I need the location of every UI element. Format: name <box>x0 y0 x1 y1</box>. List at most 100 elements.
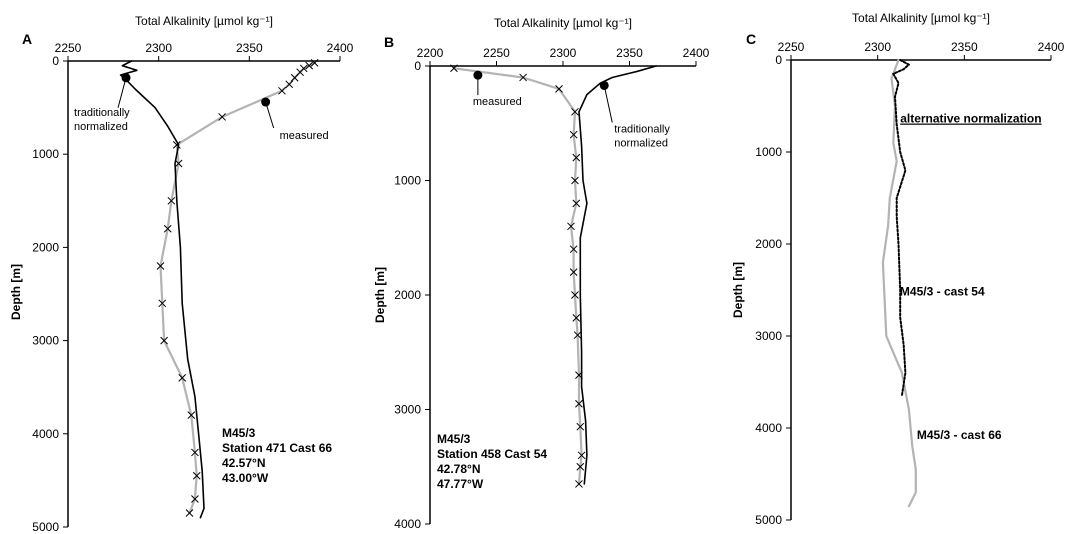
y-tick-label: 4000 <box>394 517 421 531</box>
marker-stroke <box>555 85 563 93</box>
marker-stroke <box>218 113 226 121</box>
station-info-line: M45/3 <box>437 432 471 446</box>
data-point <box>191 495 199 503</box>
panel-letter: C <box>746 31 756 47</box>
marker-stroke <box>569 130 578 139</box>
x-tick-label: 2300 <box>145 41 172 55</box>
marker-stroke <box>567 222 575 231</box>
data-point <box>310 59 319 67</box>
marker-stroke <box>576 462 585 471</box>
data-point <box>577 451 586 460</box>
marker-stroke <box>572 199 581 208</box>
series-line <box>578 65 657 485</box>
annotation-leader <box>117 77 127 108</box>
y-axis-title: Depth [m] <box>731 262 745 318</box>
marker-stroke <box>519 73 527 82</box>
data-point <box>575 399 583 408</box>
series-line <box>119 60 205 519</box>
data-point <box>156 262 165 270</box>
y-tick-label: 3000 <box>394 403 421 417</box>
data-point <box>278 86 286 95</box>
annotation-label: measured <box>280 130 329 142</box>
marker-stroke <box>571 176 579 185</box>
data-point <box>158 299 167 308</box>
x-tick-label: 2400 <box>683 46 710 60</box>
panel-a: A Total Alkalinity [µmol kg⁻¹] Depth [m] 22… <box>9 14 354 534</box>
x-tick-label: 2400 <box>1038 40 1065 54</box>
x-tick-label: 2300 <box>864 40 891 54</box>
marker-stroke <box>576 422 585 431</box>
data-point <box>569 130 578 139</box>
panel-letter: B <box>384 34 394 50</box>
y-tick-label: 2000 <box>32 240 59 254</box>
annotation-label: alternative normalization <box>900 112 1041 126</box>
annotation-label: M45/3 - cast 54 <box>900 285 985 299</box>
data-point <box>178 374 187 382</box>
station-info-line: 43.00°W <box>222 471 269 485</box>
marker-stroke <box>290 73 299 82</box>
marker-stroke <box>573 331 582 339</box>
panel-c: C Total Alkalinity [µmol kg⁻¹] Depth [m] 22… <box>731 11 1065 527</box>
data-point <box>218 113 226 121</box>
data-point <box>576 422 585 431</box>
marker-stroke <box>577 451 586 460</box>
series-line <box>881 58 917 508</box>
x-tick-label: 2350 <box>951 40 978 54</box>
data-point <box>191 448 199 457</box>
marker-stroke <box>192 471 201 480</box>
marker-stroke <box>310 59 319 67</box>
data-point <box>576 462 585 471</box>
station-info-line: 42.57°N <box>222 456 266 470</box>
annotation-marker <box>121 73 131 83</box>
y-tick-label: 3000 <box>755 329 782 343</box>
station-info-line: 47.77°W <box>437 477 484 491</box>
station-info-line: 42.78°N <box>437 462 481 476</box>
marker-stroke <box>575 480 583 488</box>
y-tick-label: 1000 <box>755 145 782 159</box>
marker-stroke <box>191 448 199 457</box>
marker-stroke <box>160 336 168 345</box>
y-tick-label: 5000 <box>32 520 59 534</box>
data-point <box>575 480 583 488</box>
data-point <box>573 331 582 339</box>
y-tick-label: 4000 <box>32 427 59 441</box>
data-point <box>192 471 201 480</box>
marker-stroke <box>572 153 581 162</box>
marker-stroke <box>178 374 187 382</box>
data-point <box>572 314 581 322</box>
y-tick-label: 5000 <box>755 513 782 527</box>
data-point <box>305 61 314 70</box>
panel-b: B Total Alkalinity [µmol kg⁻¹] Depth [m] 22… <box>373 16 710 531</box>
marker-stroke <box>187 411 196 420</box>
data-point <box>569 245 578 254</box>
series-line <box>452 67 583 485</box>
y-tick-label: 2000 <box>394 288 421 302</box>
station-info-line: Station 458 Cast 54 <box>437 447 547 461</box>
panel-letter: A <box>22 31 32 47</box>
marker-stroke <box>174 159 183 168</box>
annotation-leader <box>265 101 275 129</box>
annotation-label: normalized <box>614 137 668 149</box>
station-info-line: Station 471 Cast 66 <box>222 441 332 455</box>
y-tick-label: 1000 <box>32 147 59 161</box>
data-point <box>163 224 172 233</box>
data-point <box>572 199 581 208</box>
marker-stroke <box>158 299 167 308</box>
y-tick-label: 0 <box>775 53 782 67</box>
y-tick-label: 0 <box>414 59 421 73</box>
x-tick-label: 2350 <box>236 41 263 55</box>
marker-stroke <box>163 224 172 233</box>
data-point <box>569 268 578 276</box>
x-tick-label: 2250 <box>778 40 805 54</box>
data-point <box>571 107 579 116</box>
y-axis-title: Depth [m] <box>9 264 23 320</box>
marker-stroke <box>167 196 176 205</box>
data-point <box>571 291 579 299</box>
data-point <box>187 411 196 420</box>
marker-stroke <box>571 107 579 116</box>
data-point <box>572 153 581 162</box>
annotation-label: M45/3 - cast 66 <box>917 428 1002 442</box>
x-tick-label: 2350 <box>616 46 643 60</box>
marker-stroke <box>278 86 286 95</box>
